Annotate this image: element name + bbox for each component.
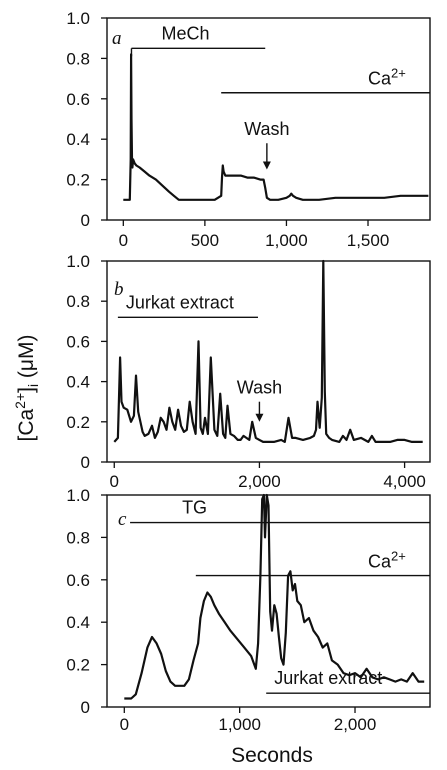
panel-letter: a	[112, 28, 122, 49]
y-tick-label: 0	[81, 453, 90, 472]
calcium-trace	[113, 259, 423, 443]
y-axis-title: [Ca2+]i (μM)	[12, 334, 41, 441]
wash-label: Wash	[244, 119, 289, 139]
x-tick-label: 0	[120, 715, 129, 734]
y-tick-label: 0.4	[66, 373, 90, 392]
x-tick-label: 0	[110, 472, 119, 491]
y-tick-label: 0.8	[66, 49, 90, 68]
plot-frame	[106, 494, 431, 708]
y-tick-label: 0.8	[66, 528, 90, 547]
y-tick-label: 1.0	[66, 486, 90, 505]
panel-c: 00.20.40.60.81.00 1,000 2,000cTGCa2+Jurkat…	[66, 486, 431, 734]
panel-letter: b	[114, 279, 124, 300]
x-tick-label: 1,000	[218, 715, 261, 734]
y-tick-label: 0	[81, 211, 90, 230]
treatment-bar-label: TG	[182, 498, 207, 518]
y-tick-label: 0	[81, 698, 90, 717]
y-tick-label: 0.4	[66, 613, 90, 632]
y-tick-label: 0.2	[66, 413, 90, 432]
y-tick-label: 0.2	[66, 171, 90, 190]
panel-letter: c	[118, 509, 127, 530]
treatment-bar-label: Ca2+	[368, 66, 406, 89]
y-tick-label: 1.0	[66, 252, 90, 271]
x-tick-label: 1,000	[265, 231, 308, 250]
y-tick-label: 0.4	[66, 130, 90, 149]
y-tick-label: 0.6	[66, 90, 90, 109]
wash-arrow-head	[262, 161, 271, 170]
treatment-bar-label: MeCh	[161, 23, 209, 43]
treatment-bar-label: Jurkat extract	[126, 292, 234, 312]
x-tick-label: 500	[191, 231, 219, 250]
x-axis-title: Seconds	[231, 744, 313, 767]
wash-label: Wash	[237, 378, 282, 398]
y-tick-label: 0.8	[66, 292, 90, 311]
y-axis-title-sup: 2+	[12, 393, 28, 409]
calcium-trace	[123, 53, 429, 201]
y-axis-title-tail: ]	[15, 387, 38, 393]
x-tick-label: 4,000	[383, 472, 426, 491]
y-tick-label: 0.6	[66, 332, 90, 351]
plot-frame	[106, 260, 431, 463]
y-tick-label: 0.6	[66, 571, 90, 590]
y-tick-label: 0.2	[66, 656, 90, 675]
x-tick-label: 0	[119, 231, 128, 250]
y-axis-title-unit: (μM)	[15, 334, 38, 383]
x-tick-label: 1,500	[347, 231, 390, 250]
x-tick-label: 2,000	[334, 715, 377, 734]
panel-a: 0 0.2 0.4 0.6 0.8 1.0 0 500 1,000 1,500 a MeCh Ca2+ W…	[66, 9, 431, 250]
svg-text:[Ca2+]i (μM): [Ca2+]i (μM)	[12, 334, 41, 441]
y-tick-label: 1.0	[66, 9, 90, 28]
treatment-bar-label: Ca2+	[368, 549, 406, 572]
y-axis-title-main: [Ca	[15, 409, 38, 442]
wash-arrow-head	[255, 413, 264, 422]
y-axis-title-sub: i	[25, 384, 41, 387]
x-tick-label: 2,000	[238, 472, 281, 491]
plot-frame	[106, 17, 431, 221]
calcium-trace	[124, 493, 425, 700]
